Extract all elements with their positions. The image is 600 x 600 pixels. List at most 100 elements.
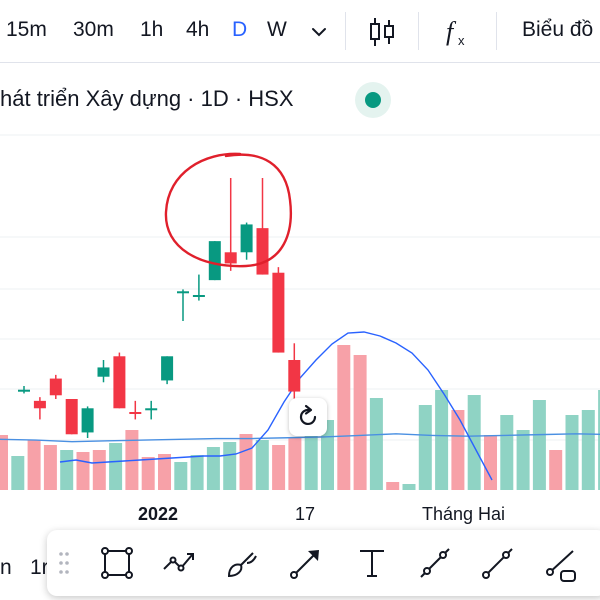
volume-bar [43,445,57,490]
interval-w[interactable]: W [267,18,287,41]
arrow-tool-icon[interactable] [286,543,326,583]
volume-bar [516,430,530,490]
candle [18,386,30,394]
candle [240,222,253,260]
volume-bar [272,445,286,490]
volume-bar [11,456,25,490]
drag-handle-icon[interactable] [57,550,71,576]
candle [49,374,62,399]
volume-bar [549,450,563,490]
chevron-down-icon[interactable] [300,12,340,52]
candle [33,397,46,420]
interval-4h[interactable]: 4h [186,18,210,41]
candle-body [49,378,62,396]
candlestick-series [18,178,301,438]
volume-bar [581,410,595,490]
reset-chart-button[interactable] [289,398,327,436]
market-status-dot [365,92,381,108]
top-toolbar: 15m 30m 1h 4h D W f x Biểu đồ [0,0,600,63]
candle [288,343,301,401]
rectangle-tool-icon[interactable] [97,543,137,583]
volume-series [0,345,600,490]
candle [208,241,221,281]
volume-bar [467,395,481,490]
candle-body [33,400,46,409]
volume-bar [484,435,497,490]
candle [161,356,174,385]
volume-moving-average [59,331,493,481]
volume-bar [76,452,90,490]
candle [224,178,237,271]
symbol-legend-title: hát triển Xây dựng · 1D · HSX [0,86,294,111]
toolbar-divider [345,12,346,50]
path-tool-icon[interactable] [160,543,200,583]
candle-body [240,224,253,253]
volume-bar [239,434,253,490]
interval-30m[interactable]: 30m [73,18,114,41]
text-tool-icon[interactable] [352,543,392,583]
toolbar-divider [418,12,419,50]
price-chart[interactable] [0,120,600,530]
candle-body [65,399,78,435]
volume-bar [255,440,269,490]
x-axis-label-17: 17 [295,504,316,524]
volume-bar [27,440,41,490]
ray-tool-icon[interactable] [478,543,518,583]
volume-bar [435,390,449,490]
candle-body [192,295,205,297]
volume-bar [60,450,74,490]
trend-line-tool-icon[interactable] [415,543,455,583]
left-strip-text: n [0,556,12,579]
volume-bar [206,447,220,490]
volume-long-average [0,433,600,443]
candle [65,399,78,435]
market-status-badge[interactable] [355,82,391,118]
candlestick-icon[interactable] [362,12,402,52]
candle [192,274,205,301]
hand-drawn-circle-annotation [164,152,292,268]
candle-body [81,408,94,433]
candle [113,352,126,409]
volume-bar [0,435,8,490]
toolbar-divider [496,12,497,50]
candle-body [129,412,142,414]
volume-bar [451,410,465,490]
candle-body [97,367,110,377]
drawing-toolbar [47,530,600,596]
function-fx-icon[interactable]: f x [438,12,478,52]
candle-body [161,356,174,381]
chart-style-button[interactable]: Biểu đồ [522,18,594,41]
volume-bar [598,390,600,490]
candle-body [18,389,30,392]
volume-bar [353,355,367,490]
long-average-line [0,433,600,443]
candle [129,400,142,420]
candle-body [288,360,301,392]
chart-canvas[interactable] [0,120,600,530]
volume-bar [337,345,351,490]
left-strip-text: 1r [30,556,49,579]
reset-view-icon [299,404,317,426]
candle-body [224,252,237,264]
candle-body [256,228,269,275]
interval-15m[interactable]: 15m [6,18,47,41]
interval-d[interactable]: D [232,18,248,41]
volume-bar [304,432,318,490]
brush-tool-icon[interactable] [223,543,263,583]
svg-text:f: f [446,17,457,46]
x-axis-label-thang-hai: Tháng Hai [422,504,506,524]
volume-bar [109,443,123,490]
candle-body [208,241,221,281]
volume-bar [418,405,432,490]
volume-bar [92,450,106,490]
chart-grid [0,134,600,441]
volume-bar [288,438,302,490]
candle-body [145,408,158,411]
extended-line-tool-icon[interactable] [541,543,581,583]
candle-body [272,272,285,353]
candle [145,400,158,420]
volume-bar [532,400,546,490]
candle [272,267,285,353]
volume-bar [402,484,416,490]
interval-1h[interactable]: 1h [140,18,164,41]
